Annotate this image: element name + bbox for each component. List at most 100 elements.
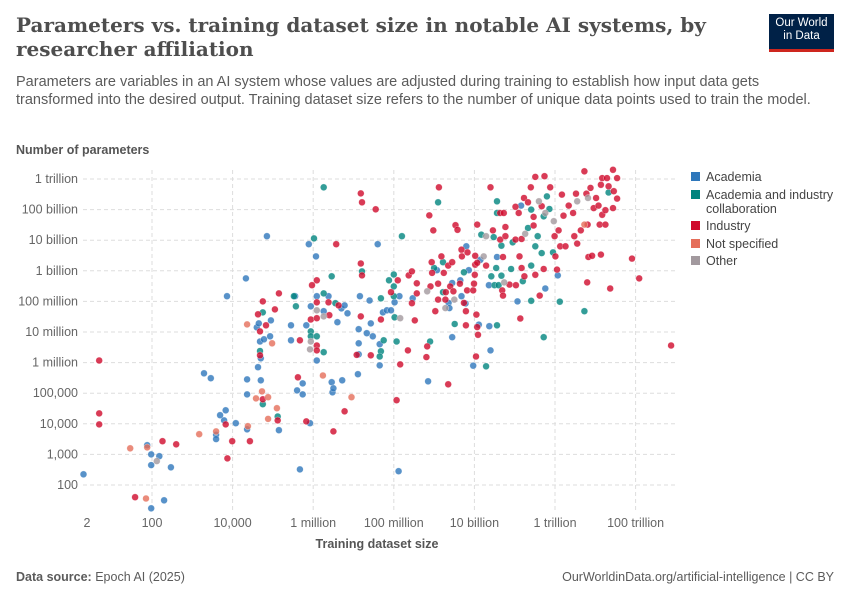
- data-point-industry[interactable]: [460, 299, 468, 307]
- data-point-academia[interactable]: [366, 296, 374, 305]
- data-point-academia-and-industry-collaboration[interactable]: [398, 232, 406, 240]
- data-point-academia[interactable]: [486, 346, 495, 354]
- data-point-other[interactable]: [480, 252, 488, 260]
- data-point-academia-and-industry-collaboration[interactable]: [497, 272, 505, 280]
- data-point-industry[interactable]: [387, 288, 395, 296]
- data-point-industry[interactable]: [329, 427, 337, 435]
- data-point-industry[interactable]: [131, 493, 139, 501]
- data-point-industry[interactable]: [586, 184, 595, 192]
- data-point-academia[interactable]: [341, 301, 349, 309]
- data-point-academia[interactable]: [493, 253, 501, 261]
- data-point-not-specified[interactable]: [319, 371, 327, 380]
- data-point-industry[interactable]: [413, 279, 421, 287]
- data-point-industry[interactable]: [496, 236, 504, 244]
- data-point-industry[interactable]: [628, 255, 636, 263]
- data-point-academia[interactable]: [299, 390, 307, 398]
- data-point-academia[interactable]: [232, 419, 240, 427]
- data-point-academia-and-industry-collaboration[interactable]: [385, 276, 393, 284]
- data-point-academia[interactable]: [160, 496, 168, 504]
- data-point-industry[interactable]: [559, 212, 568, 220]
- data-point-industry[interactable]: [518, 235, 526, 243]
- data-point-industry[interactable]: [357, 259, 365, 268]
- source-link[interactable]: Epoch AI (2025): [95, 570, 185, 584]
- data-point-other[interactable]: [573, 197, 581, 205]
- data-point-academia-and-industry-collaboration[interactable]: [527, 262, 535, 270]
- data-point-academia[interactable]: [312, 252, 320, 260]
- data-point-industry[interactable]: [518, 264, 526, 272]
- data-point-industry[interactable]: [353, 351, 361, 359]
- legend-item[interactable]: Other: [691, 254, 850, 268]
- data-point-academia[interactable]: [343, 309, 352, 317]
- data-point-academia[interactable]: [287, 321, 295, 329]
- data-point-not-specified[interactable]: [143, 443, 151, 451]
- data-point-other[interactable]: [396, 314, 404, 322]
- data-point-academia[interactable]: [79, 470, 88, 478]
- data-point-industry[interactable]: [444, 380, 452, 388]
- data-point-industry[interactable]: [500, 209, 508, 217]
- data-point-industry[interactable]: [448, 258, 456, 266]
- data-point-other[interactable]: [584, 194, 592, 202]
- data-point-industry[interactable]: [530, 221, 538, 230]
- data-point-industry[interactable]: [256, 351, 264, 359]
- data-point-not-specified[interactable]: [243, 320, 251, 328]
- data-point-industry[interactable]: [609, 166, 617, 174]
- data-point-academia-and-industry-collaboration[interactable]: [292, 302, 300, 310]
- data-point-academia[interactable]: [243, 390, 251, 398]
- data-point-academia-and-industry-collaboration[interactable]: [495, 281, 503, 289]
- data-point-industry[interactable]: [499, 292, 507, 300]
- data-point-academia-and-industry-collaboration[interactable]: [531, 242, 539, 250]
- footer-url[interactable]: OurWorldinData.org/artificial-intelligen…: [562, 570, 834, 584]
- data-point-industry[interactable]: [472, 352, 480, 361]
- data-point-industry[interactable]: [428, 269, 436, 277]
- data-point-other[interactable]: [153, 457, 161, 465]
- data-point-industry[interactable]: [413, 289, 421, 297]
- data-point-academia-and-industry-collaboration[interactable]: [290, 292, 298, 300]
- data-point-other[interactable]: [441, 304, 449, 312]
- data-point-academia[interactable]: [263, 232, 271, 240]
- data-point-industry[interactable]: [473, 221, 481, 229]
- data-point-industry[interactable]: [393, 396, 401, 404]
- data-point-industry[interactable]: [457, 246, 466, 254]
- data-point-academia[interactable]: [541, 284, 549, 293]
- data-point-other[interactable]: [500, 278, 508, 286]
- data-point-other[interactable]: [541, 209, 549, 217]
- data-point-industry[interactable]: [449, 287, 457, 295]
- data-point-academia[interactable]: [355, 339, 363, 347]
- data-point-industry[interactable]: [470, 280, 478, 288]
- data-point-academia-and-industry-collaboration[interactable]: [527, 297, 535, 305]
- data-point-industry[interactable]: [606, 284, 614, 293]
- data-point-industry[interactable]: [426, 282, 435, 290]
- data-point-academia-and-industry-collaboration[interactable]: [490, 233, 498, 241]
- data-point-academia[interactable]: [363, 329, 371, 337]
- data-point-industry[interactable]: [396, 360, 404, 368]
- data-point-industry[interactable]: [482, 262, 490, 270]
- data-point-industry[interactable]: [307, 315, 315, 324]
- data-point-industry[interactable]: [223, 454, 231, 462]
- data-point-industry[interactable]: [296, 336, 304, 344]
- legend-item[interactable]: Academia: [691, 170, 850, 184]
- data-point-industry[interactable]: [601, 206, 609, 214]
- data-point-industry[interactable]: [313, 346, 321, 354]
- data-point-not-specified[interactable]: [580, 221, 588, 229]
- data-point-industry[interactable]: [473, 323, 481, 331]
- data-point-industry[interactable]: [555, 226, 563, 234]
- data-point-industry[interactable]: [469, 286, 477, 294]
- data-point-academia[interactable]: [313, 292, 321, 300]
- data-point-industry[interactable]: [610, 187, 618, 195]
- data-point-academia[interactable]: [275, 426, 283, 434]
- data-point-academia[interactable]: [333, 318, 341, 326]
- data-point-industry[interactable]: [605, 182, 613, 190]
- data-point-industry[interactable]: [531, 271, 539, 279]
- data-point-industry[interactable]: [377, 315, 385, 324]
- data-point-industry[interactable]: [601, 221, 609, 229]
- data-point-academia[interactable]: [307, 302, 315, 310]
- data-point-industry[interactable]: [158, 437, 167, 445]
- data-point-industry[interactable]: [425, 211, 433, 219]
- data-point-other[interactable]: [307, 337, 315, 346]
- data-point-industry[interactable]: [308, 281, 316, 289]
- data-point-academia[interactable]: [200, 369, 208, 377]
- data-point-industry[interactable]: [515, 209, 523, 217]
- data-point-not-specified[interactable]: [126, 444, 134, 452]
- data-point-industry[interactable]: [597, 181, 605, 189]
- data-point-academia-and-industry-collaboration[interactable]: [320, 183, 328, 191]
